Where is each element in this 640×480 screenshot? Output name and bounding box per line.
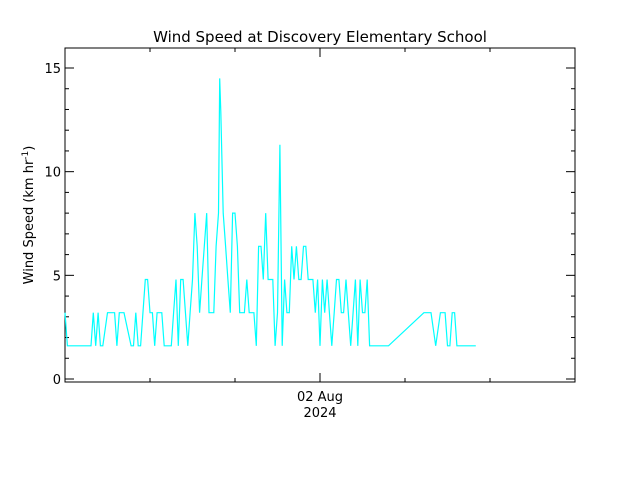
y-axis-label-close: ): [22, 146, 37, 151]
x-tick-label: 02 Aug: [297, 390, 343, 405]
y-axis-ticks: 0 5 10 15: [44, 62, 575, 388]
y-axis-label-superscript: -1: [21, 151, 31, 160]
wind-speed-series-line: [64, 78, 476, 347]
chart-title: Wind Speed at Discovery Elementary Schoo…: [153, 28, 487, 46]
y-tick-label: 10: [44, 166, 61, 181]
y-tick-label: 0: [53, 373, 61, 388]
y-axis-label-main: Wind Speed (km hr: [22, 159, 37, 284]
y-tick-label: 15: [44, 62, 61, 77]
x-tick-sublabel: 2024: [303, 406, 336, 421]
y-tick-label: 5: [53, 269, 61, 284]
y-axis-label: Wind Speed (km hr-1): [21, 146, 37, 285]
